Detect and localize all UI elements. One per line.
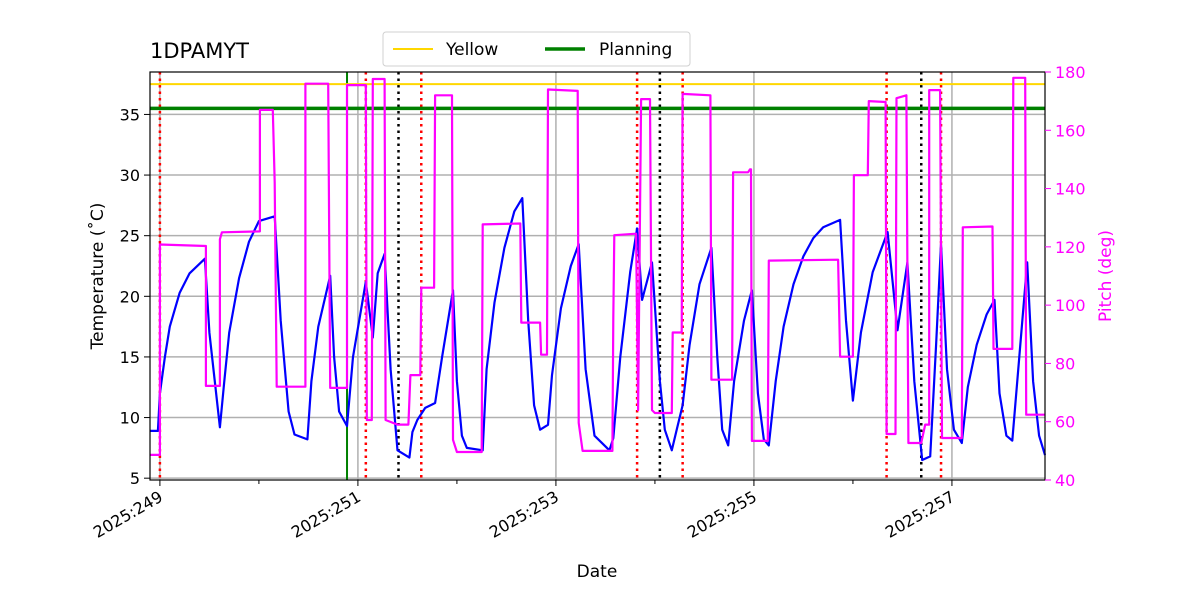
legend-label-yellow: Yellow (445, 40, 498, 60)
grid (150, 72, 1045, 480)
y2-tick-label: 60 (1055, 413, 1075, 432)
x-tick-label: 2025:255 (684, 487, 760, 542)
legend: Yellow Planning (382, 31, 691, 67)
x-tick-label: 2025:251 (288, 487, 364, 542)
x-tick-label: 2025:257 (882, 487, 958, 542)
x-axis-label: Date (577, 562, 618, 582)
x-tick-label: 2025:253 (486, 487, 562, 542)
y-tick-label: 15 (120, 348, 140, 367)
legend-box (382, 31, 691, 67)
legend-label-planning: Planning (599, 40, 672, 60)
y2-tick-label: 120 (1055, 238, 1086, 257)
chart-title: 1DPAMYT (150, 39, 249, 63)
y2-tick-label: 80 (1055, 354, 1075, 373)
pitch-line (150, 76, 1045, 456)
series-group (150, 76, 1047, 462)
y2-tick-label: 180 (1055, 63, 1086, 82)
y-axis-left: 5 10 15 20 25 30 35 (120, 105, 150, 488)
y-tick-label: 30 (120, 166, 140, 185)
horizontal-limits (150, 83, 1045, 111)
x-tick-label: 2025:249 (90, 487, 166, 542)
y-tick-label: 10 (120, 409, 140, 428)
y-tick-label: 5 (130, 469, 140, 488)
y2-tick-label: 40 (1055, 471, 1075, 490)
y-axis-label: Temperature (˚C) (87, 203, 108, 351)
y2-axis-label: Pitch (deg) (1096, 230, 1116, 322)
y-tick-label: 25 (120, 227, 140, 246)
x-axis: 2025:249 2025:251 2025:253 2025:255 2025:257 (90, 480, 958, 542)
temperature-line (150, 197, 1047, 462)
y-tick-label: 35 (120, 105, 140, 124)
y2-tick-label: 100 (1055, 296, 1086, 315)
y-axis-right: 40 60 80 100 120 140 160 180 (1045, 63, 1086, 490)
y2-tick-label: 140 (1055, 180, 1086, 199)
plot-frame (149, 71, 1046, 481)
y2-tick-label: 160 (1055, 121, 1086, 140)
y-tick-label: 20 (120, 287, 140, 306)
